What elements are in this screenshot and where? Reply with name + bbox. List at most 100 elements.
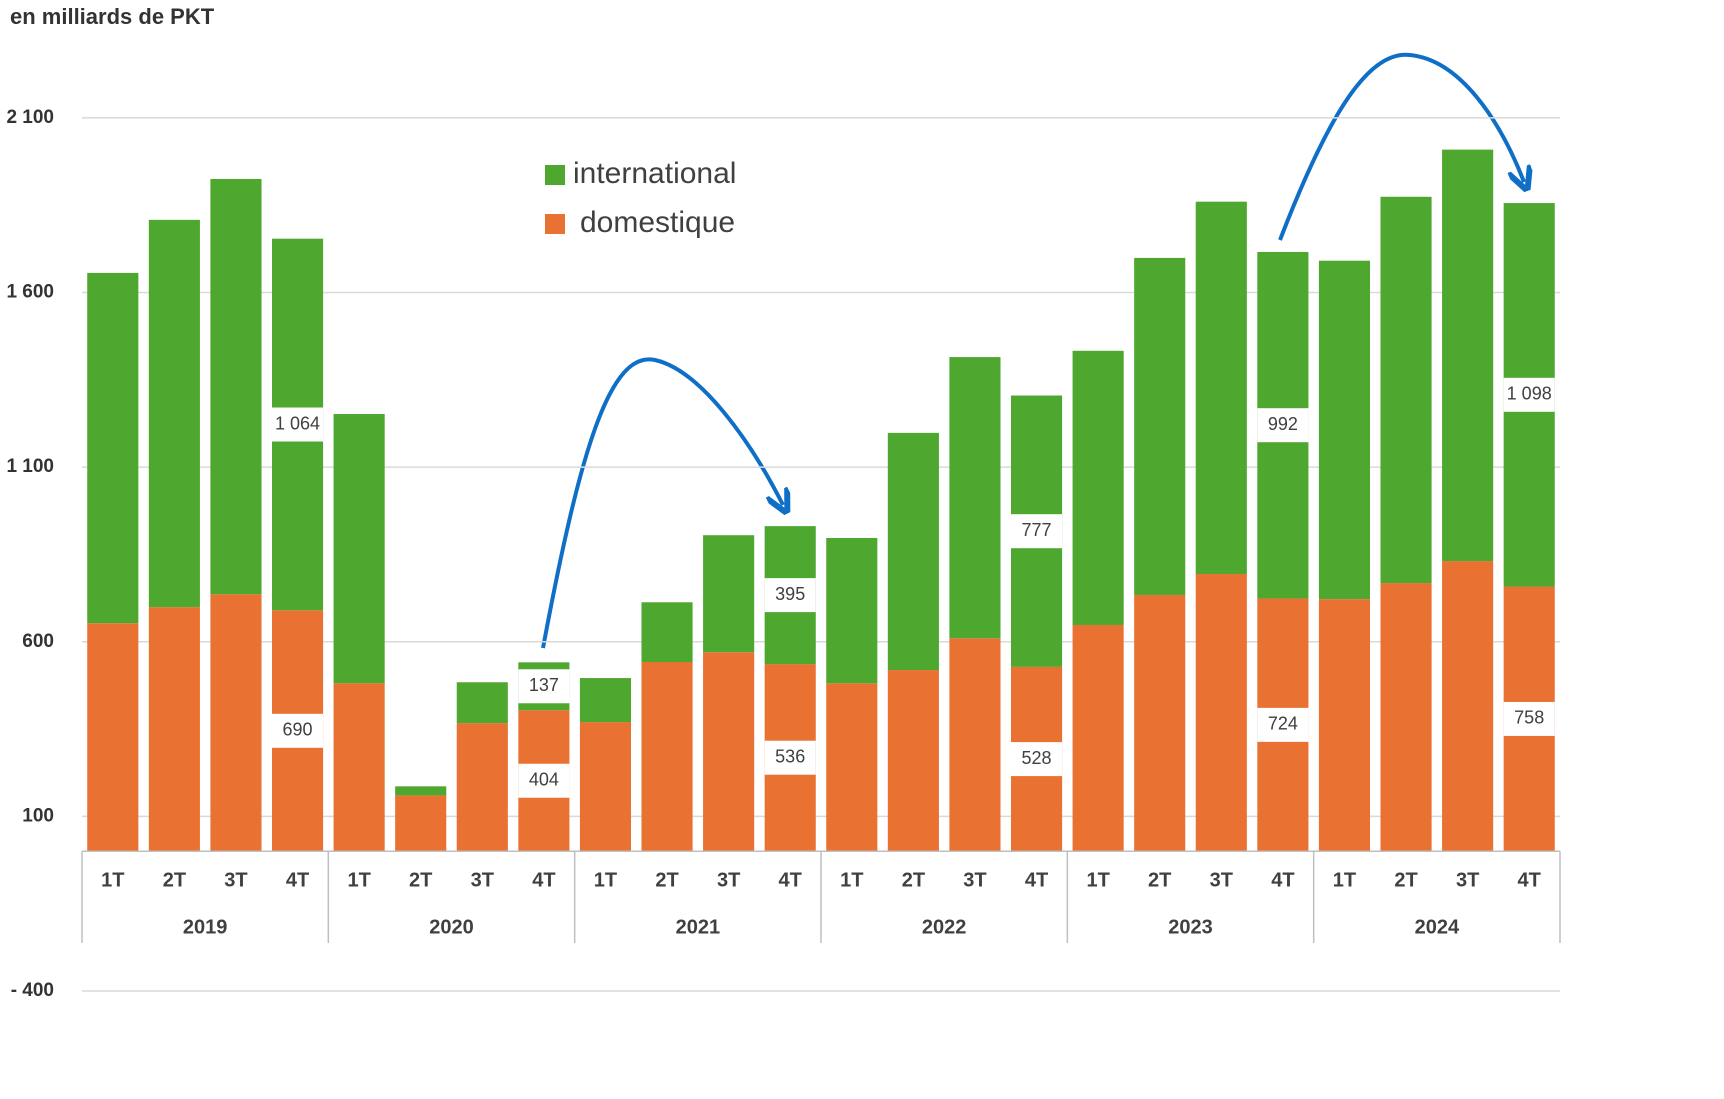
x-tick-label: 3T: [717, 869, 740, 891]
x-tick-label: 3T: [1210, 869, 1233, 891]
bar-segment: [949, 638, 1001, 852]
legend-swatch: [545, 165, 565, 185]
bar-segment: [1380, 583, 1432, 852]
group-label: 2021: [676, 916, 721, 938]
bar-segment: [333, 683, 385, 852]
bar-segment: [579, 722, 632, 852]
y-tick-label: 1 600: [6, 281, 54, 302]
arrow: [541, 357, 783, 649]
data-label-box: [271, 713, 324, 748]
legend-label: domestique: [580, 206, 735, 239]
bar-segment: [1380, 196, 1432, 584]
bar-segment: [1134, 257, 1186, 595]
bar-segment: [456, 682, 508, 724]
x-tick-label: 1T: [594, 869, 617, 891]
y-tick-label: - 400: [11, 980, 54, 1001]
bar-segment: [210, 594, 262, 852]
bar-segment: [887, 432, 939, 671]
data-label-box: [1257, 707, 1309, 742]
bar-segment: [1442, 149, 1494, 562]
data-label: 395: [775, 584, 805, 604]
x-tick-label: 4T: [1518, 869, 1541, 891]
y-tick-label: 600: [22, 631, 54, 652]
x-tick-label: 3T: [224, 869, 247, 891]
bar-segment: [887, 670, 939, 852]
bar-segment: [1195, 573, 1247, 852]
data-label: 690: [283, 720, 313, 740]
x-tick-label: 4T: [1271, 869, 1294, 891]
bar-segment: [148, 219, 200, 608]
bar-segment: [826, 683, 878, 852]
data-label: 137: [529, 675, 559, 695]
data-label-box: [271, 407, 324, 442]
bar-segment: [641, 602, 693, 662]
legend-swatch: [545, 214, 565, 234]
group-label: 2020: [429, 916, 474, 938]
bar-segment: [1134, 594, 1186, 852]
x-tick-label: 2T: [655, 869, 678, 891]
x-tick-label: 4T: [779, 869, 802, 891]
bar-segment: [1442, 561, 1494, 852]
arrow: [1278, 52, 1524, 241]
bar-segment: [1072, 624, 1124, 852]
data-label-box: [1257, 408, 1309, 443]
data-label: 777: [1022, 520, 1052, 540]
data-label: 1 064: [275, 413, 320, 433]
group-label: 2024: [1415, 916, 1460, 938]
x-tick-label: 4T: [1025, 869, 1048, 891]
x-tick-label: 2T: [409, 869, 432, 891]
x-tick-label: 2T: [163, 869, 186, 891]
data-label-box: [1503, 701, 1555, 736]
bar-segment: [1318, 599, 1371, 852]
x-tick-label: 3T: [963, 869, 986, 891]
data-label: 992: [1268, 414, 1298, 434]
data-label: 536: [775, 746, 805, 766]
data-label-box: [1503, 377, 1555, 412]
bar-segment: [210, 178, 262, 595]
y-tick-label: 1 100: [6, 456, 54, 477]
legend-label: international: [573, 157, 736, 190]
data-label-box: [1010, 514, 1063, 549]
bar-segment: [87, 272, 139, 624]
bar-segment: [826, 538, 878, 684]
bar-segment: [579, 678, 632, 723]
bar-segment: [1195, 201, 1247, 574]
group-label: 2023: [1168, 916, 1213, 938]
bar-segment: [395, 795, 447, 852]
y-tick-label: 100: [22, 805, 54, 826]
bar-segment: [641, 661, 693, 852]
bar-segment: [1072, 350, 1124, 625]
bar-segment: [456, 723, 508, 852]
data-label-box: [764, 578, 816, 613]
bar-segment: [148, 607, 200, 852]
data-label-box: [518, 669, 570, 704]
x-tick-label: 3T: [471, 869, 494, 891]
data-label: 1 098: [1507, 384, 1552, 404]
x-tick-label: 4T: [286, 869, 309, 891]
data-label: 758: [1514, 708, 1544, 728]
group-label: 2022: [922, 916, 967, 938]
data-label-box: [764, 740, 816, 775]
x-tick-label: 1T: [347, 869, 370, 891]
bar-segment: [333, 414, 385, 684]
chart-title: en milliards de PKT: [10, 4, 215, 29]
x-tick-label: 3T: [1456, 869, 1479, 891]
data-label-box: [518, 763, 570, 798]
data-label: 404: [529, 769, 559, 789]
x-tick-label: 2T: [902, 869, 925, 891]
x-tick-label: 1T: [1333, 869, 1356, 891]
group-label: 2019: [183, 916, 228, 938]
data-label: 724: [1268, 714, 1298, 734]
x-tick-label: 1T: [1086, 869, 1109, 891]
x-tick-label: 1T: [101, 869, 124, 891]
bar-segment: [1318, 260, 1371, 600]
y-tick-label: 2 100: [6, 107, 54, 128]
data-label: 528: [1022, 748, 1052, 768]
x-tick-label: 4T: [532, 869, 555, 891]
x-tick-label: 2T: [1394, 869, 1417, 891]
bar-segment: [395, 786, 447, 796]
x-tick-label: 2T: [1148, 869, 1171, 891]
bar-segment: [703, 652, 755, 852]
bar-segment: [949, 357, 1001, 639]
